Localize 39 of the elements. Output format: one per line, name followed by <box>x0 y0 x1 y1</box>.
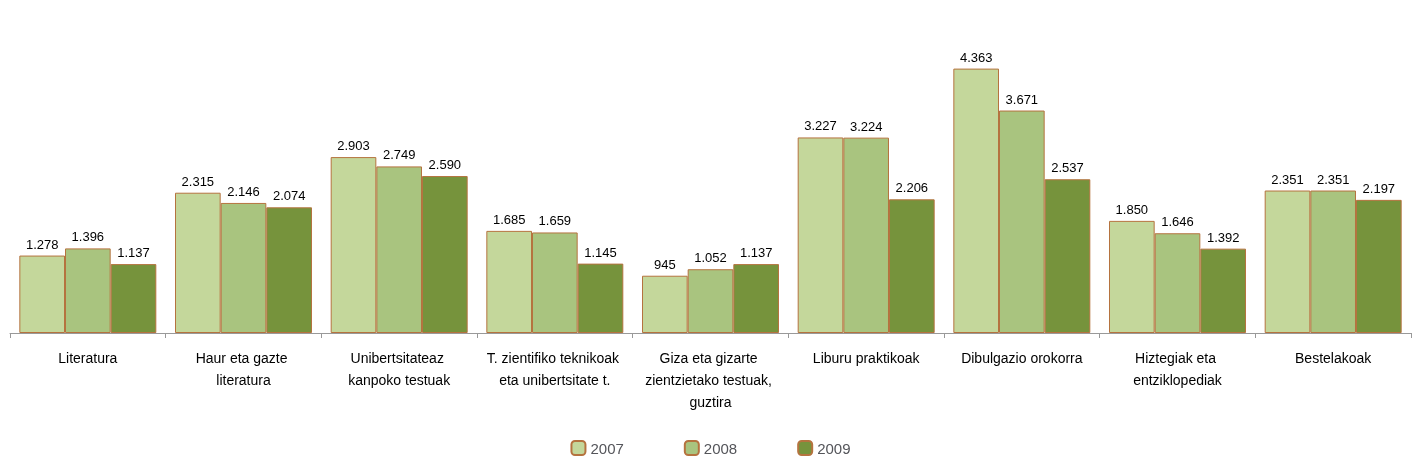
data-label: 2.197 <box>1362 180 1396 196</box>
data-label: 2.074 <box>272 188 306 204</box>
legend-label: 2008 <box>703 439 738 457</box>
data-label: 2.146 <box>227 183 260 199</box>
data-label: 1.145 <box>584 244 617 260</box>
x-tick-label: Unibertsitateaz kanpoko testuak <box>348 350 452 388</box>
data-label: 945 <box>653 256 676 272</box>
legend-label: 2009 <box>817 439 851 457</box>
x-tick-label: Literatura <box>58 350 118 366</box>
x-tick-label: Hiztegiak eta entziklopediak <box>1133 350 1223 388</box>
data-label: 1.396 <box>71 229 105 245</box>
data-label: 1.137 <box>117 245 150 261</box>
data-label: 1.685 <box>492 211 526 227</box>
x-tick-label: T. zientifiko teknikoak eta unibertsitate t. <box>486 350 623 388</box>
data-label: 3.224 <box>849 118 883 134</box>
data-label: 2.537 <box>1051 160 1084 176</box>
data-label: 2.351 <box>1316 171 1350 187</box>
x-tick-label: Dibulgazio orokorra <box>961 350 1083 366</box>
data-label: 1.850 <box>1115 201 1149 217</box>
data-label: 3.671 <box>1005 91 1039 107</box>
data-label: 1.278 <box>25 236 59 252</box>
data-label: 2.351 <box>1271 171 1304 187</box>
data-label: 1.137 <box>739 245 773 261</box>
data-label: 1.392 <box>1206 229 1240 245</box>
data-label: 2.749 <box>382 147 416 163</box>
data-label: 2.315 <box>181 173 215 189</box>
data-label: 1.659 <box>538 213 572 229</box>
data-label: 1.052 <box>694 250 727 266</box>
data-label: 1.646 <box>1161 214 1194 230</box>
x-tick-label: Bestelakoak <box>1295 350 1373 366</box>
data-label: 4.363 <box>959 49 993 65</box>
x-tick-label: Liburu praktikoak <box>812 350 921 366</box>
data-label: 3.227 <box>804 118 837 134</box>
data-label: 2.590 <box>428 157 462 173</box>
x-tick-label: Haur eta gazte literatura <box>195 350 292 388</box>
legend-label: 2007 <box>590 439 624 457</box>
data-label: 2.206 <box>895 180 929 196</box>
data-label: 2.903 <box>337 138 370 154</box>
x-tick-label: Giza eta gizarte zientzietako testuak, guztira <box>645 350 776 410</box>
